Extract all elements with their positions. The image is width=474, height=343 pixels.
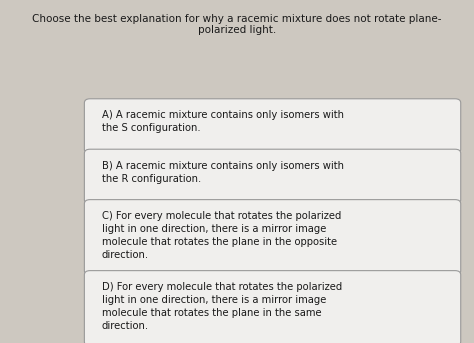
Text: Choose the best explanation for why a racemic mixture does not rotate plane-
pol: Choose the best explanation for why a ra…	[32, 14, 442, 35]
Text: C) For every molecule that rotates the polarized
light in one direction, there i: C) For every molecule that rotates the p…	[102, 211, 341, 260]
Text: A) A racemic mixture contains only isomers with
the S configuration.: A) A racemic mixture contains only isome…	[102, 110, 344, 133]
FancyBboxPatch shape	[84, 200, 461, 275]
FancyBboxPatch shape	[84, 99, 461, 153]
Text: B) A racemic mixture contains only isomers with
the R configuration.: B) A racemic mixture contains only isome…	[102, 161, 344, 184]
FancyBboxPatch shape	[84, 149, 461, 204]
FancyBboxPatch shape	[84, 271, 461, 343]
Text: D) For every molecule that rotates the polarized
light in one direction, there i: D) For every molecule that rotates the p…	[102, 282, 342, 331]
